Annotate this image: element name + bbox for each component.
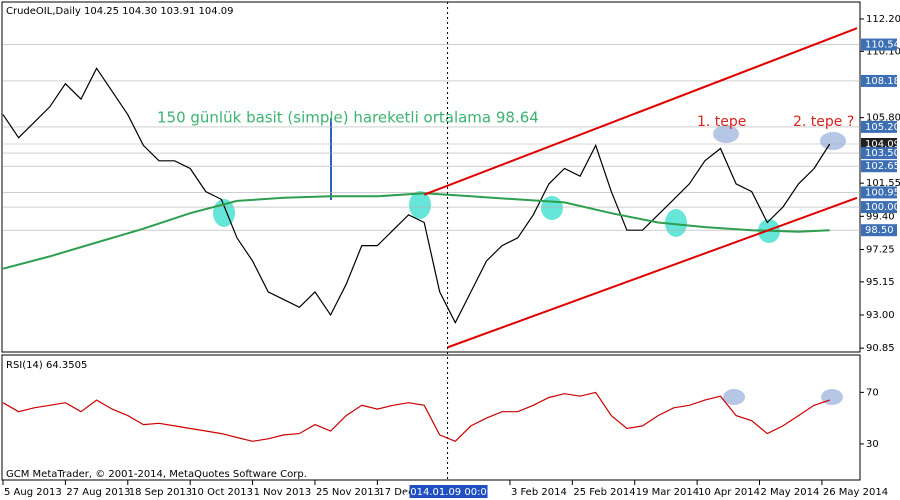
annotation: 150 günlük basit (simple) hareketli orta… xyxy=(157,109,539,127)
peak-markers xyxy=(713,125,846,405)
y-tick-label: 101.55 xyxy=(866,178,900,189)
level-label: 108.18 xyxy=(865,76,900,87)
x-tick-label: 19 Mar 2014 xyxy=(636,487,699,498)
copyright: GCM MetaTrader, © 2001-2014, MetaQuotes … xyxy=(6,469,307,480)
level-label: 102.65 xyxy=(865,161,900,172)
level-label: 105.20 xyxy=(865,122,900,133)
series-line xyxy=(2,67,831,325)
x-tick-label: 10 Apr 2014 xyxy=(698,487,760,498)
y-tick-label: 93.00 xyxy=(866,310,895,321)
y-tick-label: 90.85 xyxy=(866,343,895,354)
level-label: 100.95 xyxy=(865,187,900,198)
series-line xyxy=(2,391,830,443)
rsi-panel xyxy=(1,354,861,481)
chart-header: CrudeOIL,Daily 104.25 104.30 103.91 104.… xyxy=(6,6,233,17)
level-label: 104.09 xyxy=(865,139,900,150)
y-tick-label: 105.80 xyxy=(866,113,900,124)
trend-line xyxy=(423,27,858,196)
x-tick-label: 5 Aug 2013 xyxy=(4,487,62,498)
level-box xyxy=(861,160,897,173)
annotation: 2. tepe ? xyxy=(793,114,854,130)
peak-marker xyxy=(723,389,745,405)
trend-line xyxy=(447,196,858,349)
x-tick-label: 18 Sep 2013 xyxy=(129,487,192,498)
x-tick-label: 10 Oct 2013 xyxy=(191,487,253,498)
level-label: 103.50 xyxy=(865,148,900,159)
y-tick-label: 112.20 xyxy=(866,14,900,25)
annotation: 1. tepe xyxy=(697,114,746,130)
level-box xyxy=(861,147,897,160)
level-box xyxy=(861,74,897,87)
x-tick-label: 3 Feb 2014 xyxy=(511,487,567,498)
level-label: 100.00 xyxy=(865,202,900,213)
y-tick-label: 95.15 xyxy=(866,277,895,288)
indicator-title: RSI(14) 64.3505 xyxy=(6,360,87,371)
x-tick-label: 2 May 2014 xyxy=(761,487,820,498)
x-tick-label: 1 Nov 2013 xyxy=(254,487,312,498)
x-tick-label: 25 Nov 2013 xyxy=(316,487,380,498)
series-line xyxy=(2,192,830,270)
crosshair-label: 2014.01.09 00:00 xyxy=(404,487,493,498)
y-tick-label: 70 xyxy=(866,387,879,398)
x-tick-label: 27 Aug 2013 xyxy=(66,487,130,498)
y-tick-label: 30 xyxy=(866,439,879,450)
touch-marker xyxy=(541,196,563,220)
level-box xyxy=(861,201,897,214)
level-label: 110.54 xyxy=(865,40,900,51)
level-label: 98.50 xyxy=(865,225,894,236)
level-box xyxy=(861,138,897,151)
x-tick-label: 26 May 2014 xyxy=(823,487,888,498)
peak-marker xyxy=(713,125,739,143)
touch-marker xyxy=(409,191,431,219)
level-box xyxy=(861,38,897,51)
y-tick-label: 99.40 xyxy=(866,211,895,222)
peak-marker xyxy=(820,132,846,150)
price-panel xyxy=(1,1,861,353)
peak-marker xyxy=(821,389,843,405)
x-tick-label: 25 Feb 2014 xyxy=(573,487,635,498)
y-tick-label: 97.25 xyxy=(866,244,895,255)
level-box xyxy=(861,224,897,237)
level-box xyxy=(861,120,897,133)
level-box xyxy=(861,186,897,199)
crosshair-box xyxy=(409,485,488,498)
y-tick-label: 110.10 xyxy=(866,46,900,57)
